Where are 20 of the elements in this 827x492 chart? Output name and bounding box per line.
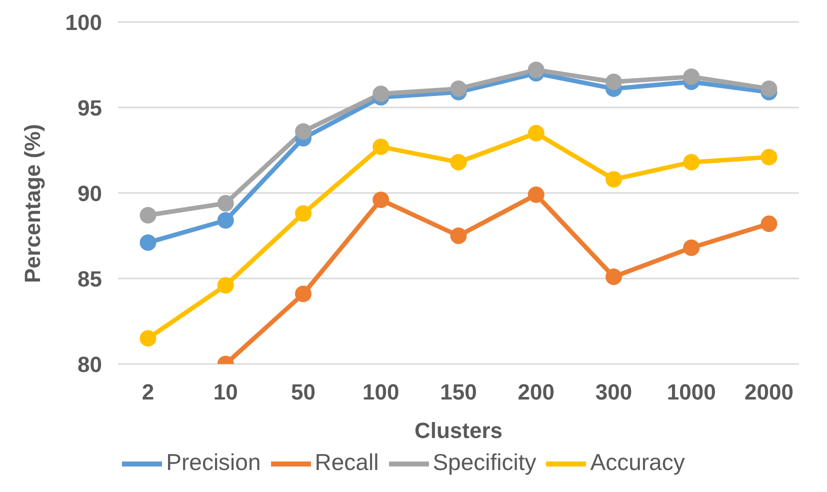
x-tick-label: 2 [142,380,154,405]
x-tick-label: 2000 [744,380,794,405]
x-tick-label: 10 [213,380,238,405]
legend-label: Precision [166,449,261,476]
x-tick-label: 200 [518,380,554,405]
x-tick-label: 50 [291,380,316,405]
y-tick-label: 80 [78,352,102,377]
legend-label: Accuracy [590,449,685,476]
y-tick-label: 95 [78,95,102,120]
x-tick-label: 1000 [666,380,716,405]
y-tick-label: 100 [65,10,102,35]
x-tick-label: 100 [362,380,400,405]
x-tick-label: 150 [440,380,477,405]
x-tick-label: 300 [595,380,632,405]
x-axis-title: Clusters [414,418,503,443]
y-axis-title: Percentage (%) [20,124,45,283]
legend-label: Specificity [432,449,536,476]
y-tick-label: 90 [78,180,102,206]
legend-label: Recall [314,449,379,476]
y-tick-label: 85 [78,266,102,292]
